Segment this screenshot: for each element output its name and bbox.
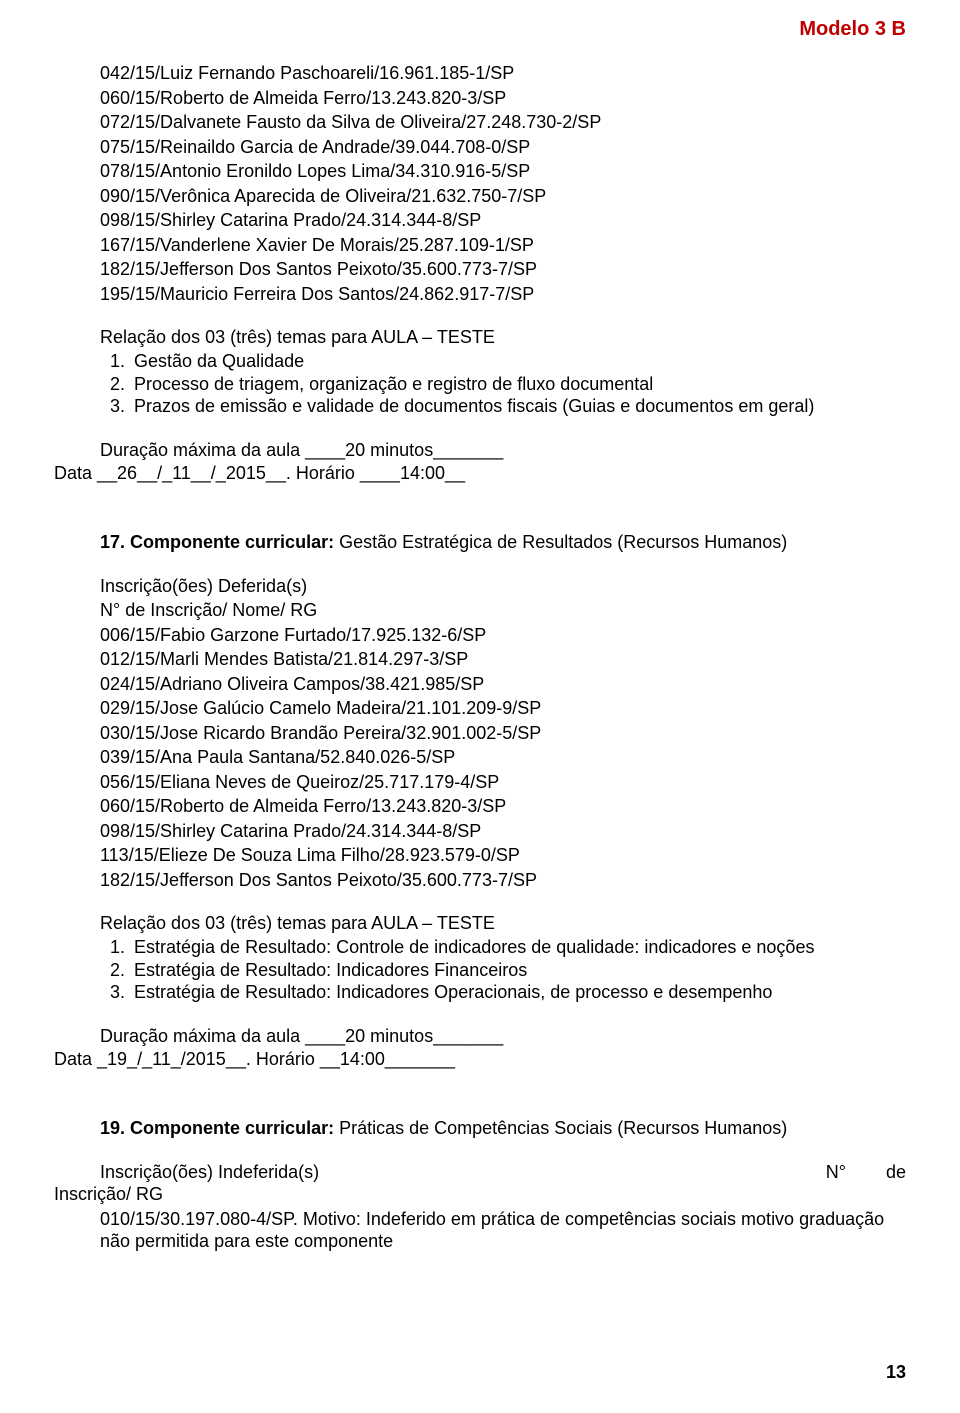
entry-row: 098/15/Shirley Catarina Prado/24.314.344…	[100, 820, 906, 843]
inscricao-rg-label: Inscrição/ RG	[54, 1183, 906, 1206]
entry-row: 029/15/Jose Galúcio Camelo Madeira/21.10…	[100, 697, 906, 720]
entry-row: 056/15/Eliana Neves de Queiroz/25.717.17…	[100, 771, 906, 794]
entry-row: 078/15/Antonio Eronildo Lopes Lima/34.31…	[100, 160, 906, 183]
inscricoes-deferidas-label: Inscrição(ões) Deferida(s)	[100, 575, 906, 598]
entry-row: 060/15/Roberto de Almeida Ferro/13.243.8…	[100, 87, 906, 110]
section1-duracao: Duração máxima da aula ____20 minutos___…	[100, 440, 906, 461]
entry-row: 030/15/Jose Ricardo Brandão Pereira/32.9…	[100, 722, 906, 745]
section1-entries: 042/15/Luiz Fernando Paschoareli/16.961.…	[100, 62, 906, 305]
entry-row: 090/15/Verônica Aparecida de Oliveira/21…	[100, 185, 906, 208]
n-inscricao-label: N° de Inscrição/ Nome/ RG	[100, 599, 906, 622]
document-page: Modelo 3 B 042/15/Luiz Fernando Paschoar…	[0, 0, 960, 1413]
entry-row: 024/15/Adriano Oliveira Campos/38.421.98…	[100, 673, 906, 696]
de-label: de	[886, 1162, 906, 1182]
componente-value: Gestão Estratégica de Resultados (Recurs…	[339, 532, 787, 552]
section1-data: Data __26__/_11__/_2015__. Horário ____1…	[54, 463, 906, 484]
tema-item: Prazos de emissão e validade de document…	[130, 395, 906, 418]
section17-header: 17. Componente curricular: Gestão Estrat…	[100, 532, 906, 553]
model-header: Modelo 3 B	[799, 18, 906, 41]
section17-data: Data _19_/_11_/2015__. Horário __14:00__…	[54, 1049, 906, 1070]
section19-header: 19. Componente curricular: Práticas de C…	[100, 1118, 906, 1139]
section1-relacao: Relação dos 03 (três) temas para AULA – …	[100, 327, 906, 418]
section17-duracao: Duração máxima da aula ____20 minutos___…	[100, 1026, 906, 1047]
temas-list: Estratégia de Resultado: Controle de ind…	[100, 936, 906, 1004]
entry-row: 072/15/Dalvanete Fausto da Silva de Oliv…	[100, 111, 906, 134]
page-number: 13	[886, 1362, 906, 1383]
relacao-title: Relação dos 03 (três) temas para AULA – …	[100, 327, 906, 348]
section19-indeferidas: Inscrição(ões) Indeferida(s) N° de Inscr…	[100, 1161, 906, 1253]
entry-row: 060/15/Roberto de Almeida Ferro/13.243.8…	[100, 795, 906, 818]
componente-value: Práticas de Competências Sociais (Recurs…	[339, 1118, 787, 1138]
entry-row: 182/15/Jefferson Dos Santos Peixoto/35.6…	[100, 869, 906, 892]
n-label: N°	[826, 1162, 846, 1182]
motivo-text: 010/15/30.197.080-4/SP. Motivo: Indeferi…	[100, 1209, 884, 1252]
tema-item: Processo de triagem, organização e regis…	[130, 373, 906, 396]
entry-row: 167/15/Vanderlene Xavier De Morais/25.28…	[100, 234, 906, 257]
entry-row: 195/15/Mauricio Ferreira Dos Santos/24.8…	[100, 283, 906, 306]
section-number: 19.	[100, 1118, 125, 1138]
componente-label: Componente curricular:	[130, 1118, 334, 1138]
indeferidas-n-de: N° de	[826, 1161, 906, 1184]
section17-inscricoes: Inscrição(ões) Deferida(s) N° de Inscriç…	[100, 575, 906, 892]
section-number: 17.	[100, 532, 125, 552]
section17-relacao: Relação dos 03 (três) temas para AULA – …	[100, 913, 906, 1004]
entry-row: 042/15/Luiz Fernando Paschoareli/16.961.…	[100, 62, 906, 85]
entry-row: 039/15/Ana Paula Santana/52.840.026-5/SP	[100, 746, 906, 769]
indeferidas-label: Inscrição(ões) Indeferida(s)	[100, 1161, 319, 1184]
tema-item: Gestão da Qualidade	[130, 350, 906, 373]
indeferida-motivo: 010/15/30.197.080-4/SP. Motivo: Indeferi…	[54, 1208, 906, 1253]
entry-row: 098/15/Shirley Catarina Prado/24.314.344…	[100, 209, 906, 232]
entry-row: 006/15/Fabio Garzone Furtado/17.925.132-…	[100, 624, 906, 647]
tema-item: Estratégia de Resultado: Indicadores Ope…	[130, 981, 906, 1004]
temas-list: Gestão da Qualidade Processo de triagem,…	[100, 350, 906, 418]
entry-row: 113/15/Elieze De Souza Lima Filho/28.923…	[100, 844, 906, 867]
entry-row: 012/15/Marli Mendes Batista/21.814.297-3…	[100, 648, 906, 671]
componente-label: Componente curricular:	[130, 532, 334, 552]
entry-row: 075/15/Reinaildo Garcia de Andrade/39.04…	[100, 136, 906, 159]
indeferidas-row1: Inscrição(ões) Indeferida(s) N° de	[100, 1161, 906, 1184]
relacao-title: Relação dos 03 (três) temas para AULA – …	[100, 913, 906, 934]
tema-item: Estratégia de Resultado: Controle de ind…	[130, 936, 906, 959]
tema-item: Estratégia de Resultado: Indicadores Fin…	[130, 959, 906, 982]
entry-row: 182/15/Jefferson Dos Santos Peixoto/35.6…	[100, 258, 906, 281]
